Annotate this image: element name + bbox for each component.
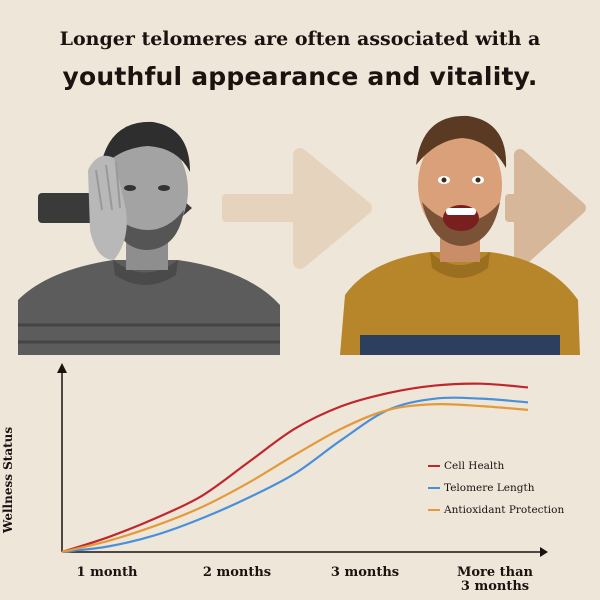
headline: Longer telomeres are often associated wi… [59, 28, 541, 50]
photo-panel [0, 110, 600, 355]
legend-swatch [428, 509, 440, 511]
x-tick-label: 2 months [202, 565, 272, 580]
arrow-right-icon [222, 148, 372, 269]
x-axis-arrow-icon [540, 547, 548, 557]
chart-series [61, 382, 529, 554]
legend-item-antioxidant-protection: Antioxidant Protection [428, 499, 564, 521]
chart-axes [57, 363, 548, 557]
happy-man-photo [340, 115, 580, 355]
legend-item-telomere-length: Telomere Length [428, 477, 564, 499]
legend-label: Telomere Length [444, 482, 535, 494]
arrow-right-icon [505, 149, 586, 268]
legend-swatch [428, 465, 440, 467]
y-axis-arrow-icon [57, 363, 67, 373]
x-tick-label: More than 3 months [456, 565, 534, 594]
series-line-cell-health [61, 382, 529, 554]
tired-man-photo [18, 121, 280, 355]
chart-legend: Cell Health Telomere Length Antioxidant … [428, 455, 564, 521]
x-tick-label: 3 months [330, 565, 400, 580]
legend-item-cell-health: Cell Health [428, 455, 564, 477]
legend-label: Cell Health [444, 460, 505, 472]
x-tick-label: 1 month [76, 565, 138, 580]
wellness-chart [57, 363, 548, 557]
x-tick-labels: 1 month 2 months 3 months More than 3 mo… [0, 566, 600, 600]
series-line-antioxidant-protection [61, 403, 529, 554]
series-line-telomere-length [61, 396, 529, 554]
subhead: youthful appearance and vitality. [62, 62, 538, 91]
y-axis-label: Wellness Status [1, 426, 15, 534]
legend-label: Antioxidant Protection [444, 504, 565, 516]
legend-swatch [428, 487, 440, 489]
